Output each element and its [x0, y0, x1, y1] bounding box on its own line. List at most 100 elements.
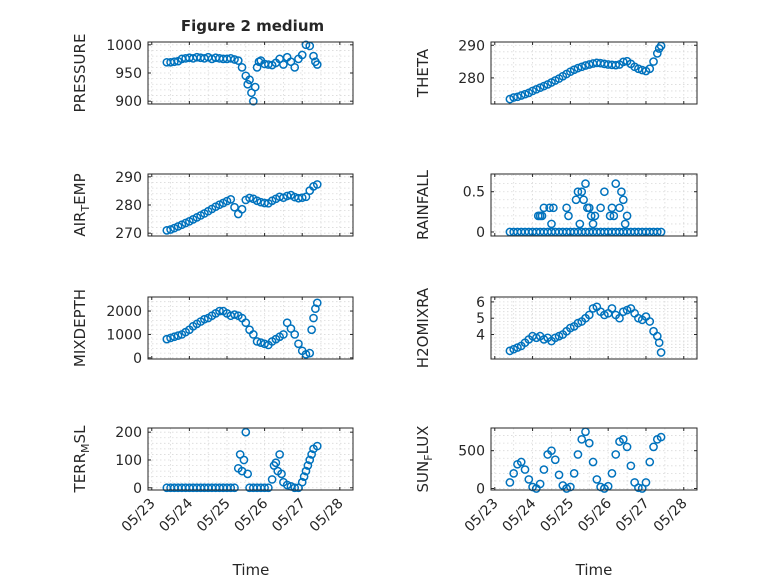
terr-msl-point [267, 475, 277, 484]
theta-point [611, 60, 621, 70]
h2omixra-point [615, 313, 624, 323]
rainfall-point [622, 211, 632, 221]
theta-point [645, 64, 655, 74]
sun-flux-ytick-label: 0 [476, 481, 485, 497]
terr-msl-xtick-label: 05/24 [156, 495, 196, 535]
sun-flux-point [641, 478, 651, 487]
theta-point [573, 63, 583, 73]
rainfall-point [581, 179, 590, 189]
air-temp-series [162, 180, 322, 235]
terr-msl-point [239, 455, 249, 465]
pressure-series [162, 40, 322, 106]
theta-point [516, 91, 526, 100]
terr-msl-point [282, 480, 292, 490]
rainfall-point [600, 187, 609, 197]
air-temp-point [312, 180, 322, 189]
rainfall-point [573, 187, 583, 197]
terr-msl-point [305, 455, 315, 465]
mixdepth-point [260, 339, 269, 349]
pressure-ytick-label: 900 [115, 94, 142, 110]
sun-flux-point [550, 455, 560, 465]
theta-point [520, 89, 530, 99]
mixdepth-ylabel: MIXDEPTH [71, 289, 89, 367]
air-temp-ylabel: AIRTEMP [71, 173, 92, 236]
mixdepth-point [256, 338, 266, 347]
rainfall-point [605, 211, 615, 221]
mixdepth-point [290, 330, 300, 339]
terr-msl-xtick-label: 05/26 [232, 495, 272, 535]
sun-flux-point [569, 469, 579, 478]
air-temp-point [230, 202, 239, 212]
sun-flux-point [626, 461, 636, 471]
sun-flux-point [588, 457, 598, 467]
terr-msl-point [299, 472, 309, 482]
terr-msl-ylabel: TERRMSL [71, 425, 92, 494]
pressure-point [245, 75, 254, 85]
mixdepth-point [169, 332, 179, 342]
mixdepth-point [279, 330, 288, 339]
mixdepth-ytick-label: 2000 [106, 304, 142, 320]
rainfall-point [615, 203, 624, 213]
mixdepth-point [311, 304, 320, 314]
terr-msl-point [303, 461, 313, 470]
sun-flux-point [547, 446, 556, 456]
theta-point [509, 93, 519, 102]
sun-flux-point [524, 475, 534, 484]
subplot-rainfall: 0 0.5 RAINFALL [414, 169, 698, 241]
rainfall-point [549, 203, 558, 213]
pressure-point [301, 40, 311, 50]
sun-flux-ytick-label: 500 [458, 444, 485, 460]
subplot-air-temp: 270 280 290 AIRTEMP [71, 170, 354, 242]
sun-flux-point [566, 482, 575, 492]
mixdepth-point [241, 318, 251, 328]
terr-msl-series [162, 427, 322, 493]
pressure-point [243, 79, 253, 89]
subplot-theta: 280 290 THETA [414, 38, 698, 105]
terr-msl-point [301, 466, 311, 476]
subplot-h2omixra: 456 H2OMIXRA [414, 287, 698, 368]
rainfall-point [617, 187, 626, 197]
pressure-plot-area [148, 42, 353, 104]
rainfall-point [562, 203, 571, 213]
mixdepth-point [173, 331, 183, 340]
pressure-title: Figure 2 medium [181, 17, 324, 35]
mixdepth-series [162, 298, 322, 359]
h2omixra-axes-box [490, 296, 698, 360]
subplot-mixdepth: 0 1000 2000 MIXDEPTH [71, 289, 354, 367]
terr-msl-xtick-label: 05/27 [269, 496, 309, 536]
mixdepth-point [166, 333, 175, 343]
pressure-point [248, 96, 258, 106]
terr-msl-point [277, 469, 286, 479]
mixdepth-point [252, 337, 262, 346]
pressure-ytick-label: 950 [115, 66, 142, 82]
sun-flux-point [607, 469, 617, 478]
h2omixra-ytick-label: 4 [476, 328, 485, 344]
terr-msl-point [312, 441, 322, 451]
sun-flux-point [622, 442, 632, 452]
rainfall-point [577, 187, 587, 197]
rainfall-plot-area [491, 174, 697, 236]
theta-point [652, 49, 662, 58]
pressure-point [252, 63, 262, 72]
rainfall-point [583, 203, 592, 213]
terr-msl-point [297, 477, 307, 487]
sun-flux-point [584, 438, 594, 448]
sun-flux-point [520, 465, 530, 474]
terr-msl-point [241, 427, 251, 437]
pressure-point [312, 60, 322, 69]
theta-ytick-label: 290 [458, 38, 485, 54]
rainfall-point [596, 203, 605, 213]
air-temp-point [226, 195, 236, 204]
mixdepth-point [286, 324, 296, 333]
terr-msl-point [226, 483, 236, 493]
terr-msl-ytick-label: 200 [115, 425, 142, 441]
mixdepth-point [307, 325, 316, 335]
rainfall-point [547, 219, 556, 229]
sun-flux-point [634, 483, 643, 493]
air-temp-point [297, 193, 307, 203]
rainfall-point [535, 211, 545, 221]
air-temp-ytick-label: 270 [115, 226, 142, 242]
sun-flux-point [611, 450, 621, 459]
sun-flux-point [505, 478, 515, 487]
